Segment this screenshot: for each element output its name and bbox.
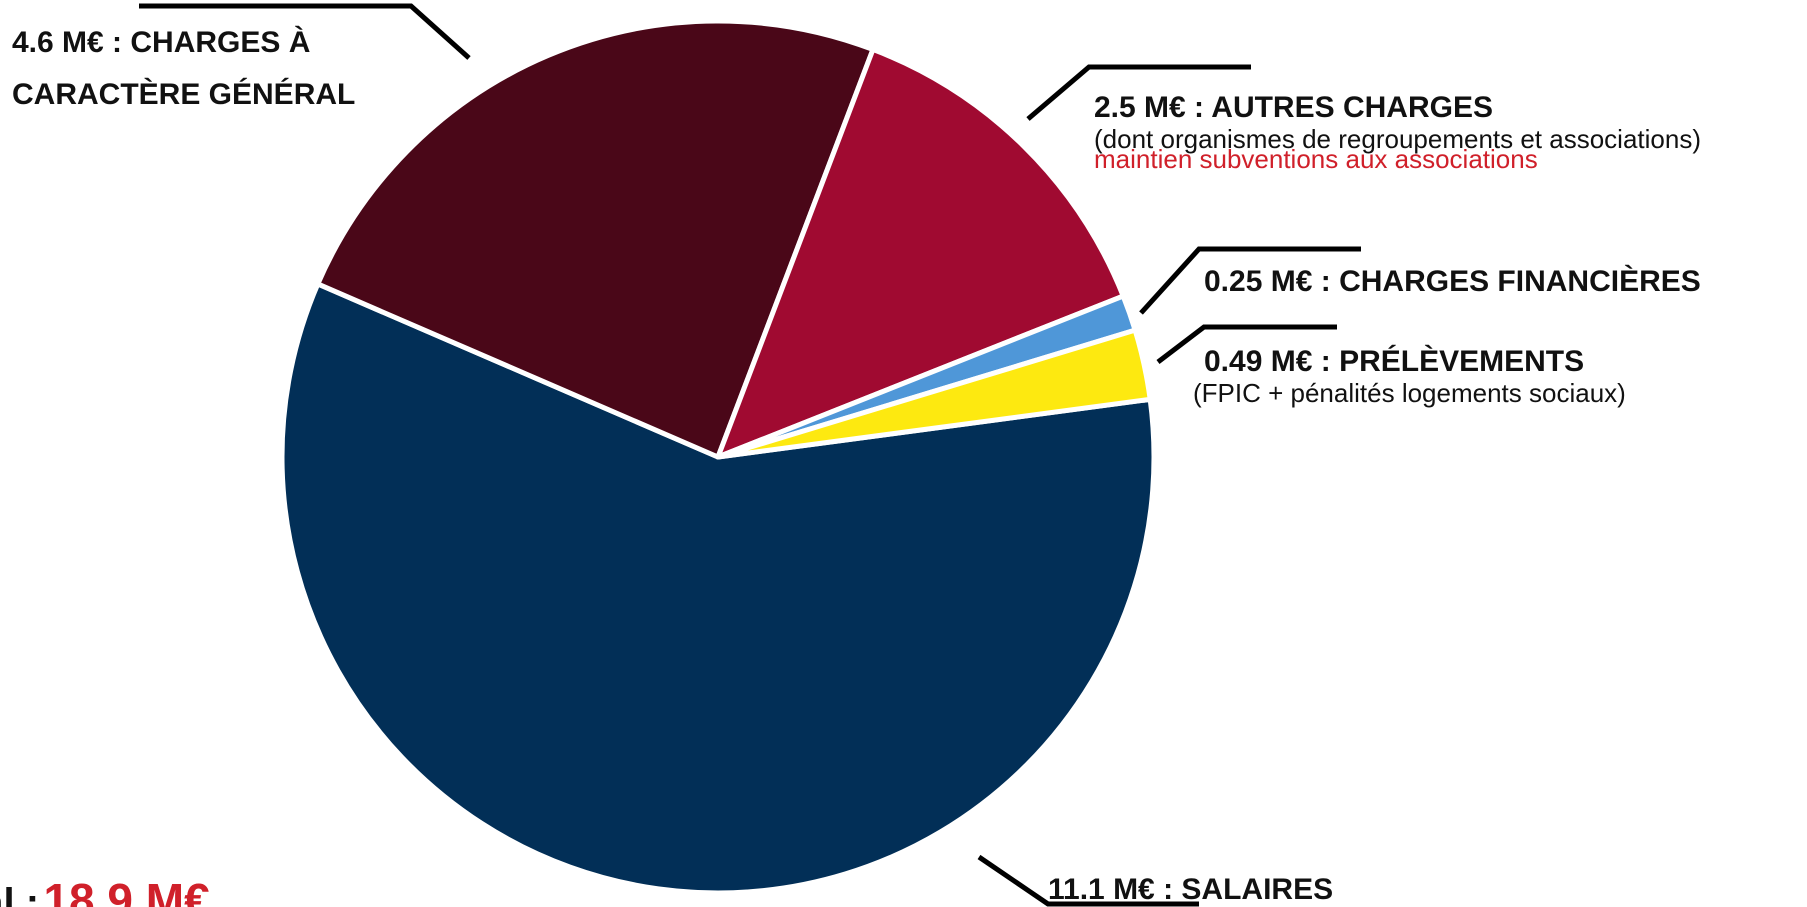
category-label: CHARGES FINANCIÈRES [1339, 265, 1701, 298]
leader-line [1026, 64, 1251, 121]
label-title: 0.49 M€ : PRÉLÈVEMENTS [1204, 336, 1804, 388]
slice-label: 11.1 M€ : SALAIRES [1048, 864, 1648, 907]
leader-line [1156, 324, 1337, 364]
slice-label: 4.6 M€ : CHARGES À CARACTÈRE GÉNÉRAL [12, 17, 392, 121]
pie [279, 18, 1157, 896]
pie-slice [715, 46, 1126, 460]
leader-line [1139, 246, 1361, 315]
label-title: 0.25 M€ : CHARGES FINANCIÈRES [1204, 256, 1804, 308]
value-label: 4.6 M€ : [12, 26, 123, 59]
slice-label: 0.25 M€ : CHARGES FINANCIÈRES [1204, 256, 1804, 308]
label-title: 11.1 M€ : SALAIRES [1048, 864, 1648, 907]
pie-slice [715, 327, 1153, 460]
annotation: maintien subventions aux associations [1094, 144, 1538, 174]
pie-slice [315, 18, 876, 460]
annotation: (FPIC + pénalités logements sociaux) [1193, 378, 1626, 408]
category-label: CHARGES À CARACTÈRE GÉNÉRAL [12, 26, 356, 111]
annotation: (dont organismes de regroupements et ass… [1094, 124, 1701, 154]
slice-label: 2.5 M€ : AUTRES CHARGES (dont organismes … [1094, 82, 1794, 174]
label-title: 4.6 M€ : CHARGES À CARACTÈRE GÉNÉRAL [12, 17, 392, 121]
leader-line [139, 3, 471, 60]
category-label: AUTRES CHARGES [1211, 91, 1493, 124]
pie-slice [279, 281, 1157, 896]
value-label: 0.49 M€ : [1204, 345, 1331, 378]
value-label: 0.25 M€ : [1204, 265, 1331, 298]
value-label: 11.1 M€ : [1048, 873, 1174, 906]
slice-label: 0.49 M€ : PRÉLÈVEMENTS (FPIC + pénalités … [1193, 336, 1804, 408]
total-value: 18.9 M€ [43, 874, 210, 907]
total-label: Total : [0, 881, 40, 907]
category-label: PRÉLÈVEMENTS [1339, 345, 1585, 378]
leader-line [977, 854, 1199, 907]
category-label: SALAIRES [1181, 873, 1334, 906]
value-label: 2.5 M€ : [1094, 91, 1205, 124]
label-title: 2.5 M€ : AUTRES CHARGES [1094, 82, 1794, 134]
total: Total : 18.9 M€ [0, 873, 210, 907]
